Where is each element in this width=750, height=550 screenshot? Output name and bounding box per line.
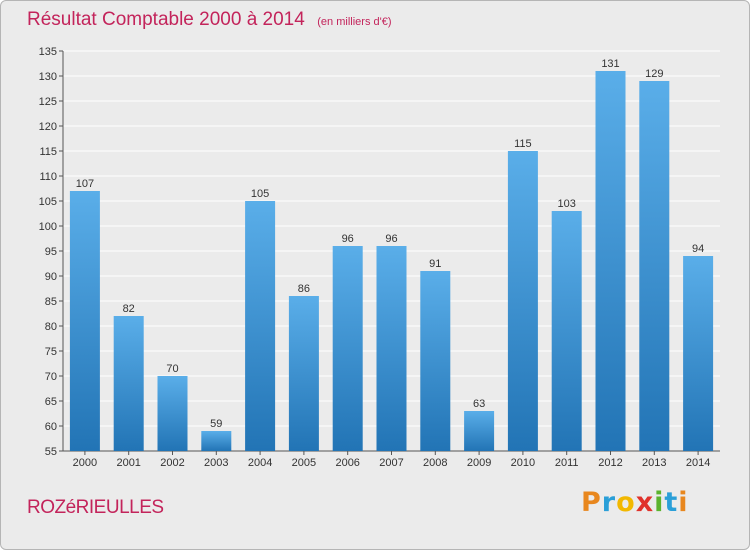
y-tick-label: 60 (45, 421, 57, 433)
bar-2001 (113, 316, 144, 451)
labels: 55 60 65 70 75 80 85 90 95 100 105 110 115 120 125 130 1… (39, 46, 711, 469)
y-tick-label: 120 (39, 121, 57, 133)
y-tick-label: 90 (45, 271, 57, 283)
x-tick-label-2006: 2006 (335, 457, 359, 469)
y-tick-label: 100 (39, 221, 57, 233)
x-tick-label-2014: 2014 (686, 457, 710, 469)
logo-letter: t (664, 487, 679, 518)
bars (69, 71, 714, 451)
y-tick-label: 85 (45, 296, 57, 308)
x-tick-label-2010: 2010 (511, 457, 535, 469)
title-row: Résultat Comptable 2000 à 2014 (en milli… (27, 9, 392, 31)
x-tick-label-2000: 2000 (73, 457, 97, 469)
y-tick-label: 80 (45, 321, 57, 333)
x-tick-label-2013: 2013 (642, 457, 666, 469)
value-label-2008: 91 (429, 258, 441, 270)
bar-2014 (683, 256, 714, 451)
value-label-2002: 70 (166, 363, 178, 375)
x-tick-label-2005: 2005 (292, 457, 316, 469)
bar-2005 (288, 296, 319, 451)
logo-letter: i (678, 487, 689, 518)
chart-title: Résultat Comptable 2000 à 2014 (27, 9, 305, 30)
x-tick-label-2003: 2003 (204, 457, 228, 469)
y-tick-label: 95 (45, 246, 57, 258)
value-label-2003: 59 (210, 418, 222, 430)
value-label-2004: 105 (251, 188, 269, 200)
y-tick-label: 105 (39, 196, 57, 208)
x-tick-label-2012: 2012 (598, 457, 622, 469)
chart-subtitle: (en milliers d'€) (317, 16, 392, 28)
bar-2011 (551, 211, 582, 451)
bar-2009 (464, 411, 495, 451)
value-label-2011: 103 (558, 198, 576, 210)
bar-2003 (201, 431, 232, 451)
y-tick-label: 125 (39, 96, 57, 108)
logo-letter: o (616, 487, 636, 518)
value-label-2005: 86 (298, 283, 310, 295)
bar-2000 (69, 191, 100, 451)
bar-2007 (376, 246, 407, 451)
x-tick-label-2008: 2008 (423, 457, 447, 469)
x-tick-label-2004: 2004 (248, 457, 272, 469)
value-label-2006: 96 (342, 233, 354, 245)
x-tick-label-2001: 2001 (116, 457, 140, 469)
value-label-2012: 131 (601, 58, 619, 70)
logo-letter: i (654, 487, 665, 518)
y-tick-label: 110 (39, 171, 57, 183)
bar-2006 (332, 246, 363, 451)
logo-letter: x (635, 487, 655, 518)
x-tick-label-2002: 2002 (160, 457, 184, 469)
bar-2012 (595, 71, 626, 451)
logo-letter: r (601, 487, 617, 518)
value-label-2010: 115 (514, 138, 532, 150)
proxiti-logo: Proxiti (581, 487, 689, 518)
y-tick-label: 115 (39, 146, 57, 158)
x-tick-label-2007: 2007 (379, 457, 403, 469)
y-tick-label: 55 (45, 446, 57, 458)
bar-2008 (420, 271, 451, 451)
value-label-2009: 63 (473, 398, 485, 410)
value-label-2014: 94 (692, 243, 704, 255)
bar-2002 (157, 376, 188, 451)
commune-name: ROZéRIEULLES (27, 497, 164, 518)
bar-2010 (507, 151, 538, 451)
y-tick-label: 130 (39, 71, 57, 83)
x-tick-label-2011: 2011 (555, 457, 579, 469)
value-label-2013: 129 (645, 68, 663, 80)
logo-letter: P (581, 487, 602, 518)
y-tick-label: 65 (45, 396, 57, 408)
bar-2004 (245, 201, 276, 451)
value-label-2007: 96 (385, 233, 397, 245)
value-label-2000: 107 (76, 178, 94, 190)
value-label-2001: 82 (123, 303, 135, 315)
x-tick-label-2009: 2009 (467, 457, 491, 469)
y-tick-label: 135 (39, 46, 57, 58)
y-tick-label: 70 (45, 371, 57, 383)
bar-2013 (639, 81, 670, 451)
y-tick-label: 75 (45, 346, 57, 358)
